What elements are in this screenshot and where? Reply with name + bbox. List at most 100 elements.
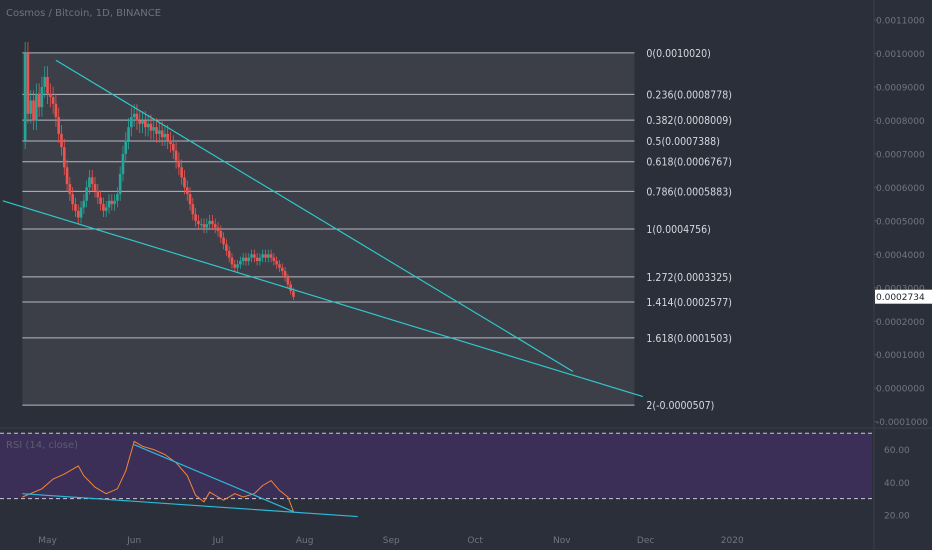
candle-body [130,117,133,128]
candle-body [258,257,262,262]
price-axis-label: 0.0003000 [876,284,925,294]
candle-body [35,93,38,121]
candle-body [138,120,142,124]
rsi-axis-label: 60.00 [884,446,910,456]
fib-level-label: 1.618(0.0001503) [646,333,731,345]
candle-body [40,87,44,108]
candle-body [199,224,203,226]
candles [23,41,295,301]
candle-body [241,257,245,262]
candle-body [216,227,220,231]
time-axis-label: Aug [296,536,314,546]
candle-body [49,93,52,98]
candle-body [197,220,200,225]
candle-body [152,127,156,131]
candle-body [144,120,147,128]
candle-body [102,204,105,211]
trendline-upper [55,59,574,372]
chart-title: Cosmos / Bitcoin, 1D, BINANCE [6,8,162,19]
candle-body [219,230,223,238]
candle-body [149,123,153,131]
candle-body [180,167,183,178]
candle-body [32,100,35,121]
candle-body [90,177,94,185]
price-axis-label: 0.0000000 [876,385,925,395]
candle-body [233,264,237,268]
candle-body [26,53,30,114]
candle-body [194,214,197,221]
trendline-lower [2,200,643,398]
candle-body [174,150,178,161]
time-axis-label: Dec [637,536,654,546]
candle-body [278,264,281,268]
candle-body [158,130,161,134]
candle-body [239,261,242,265]
candle-body [264,254,267,258]
candle-body [118,174,122,195]
candle-body [222,237,225,245]
candle-body [275,261,278,265]
candle-body [244,257,248,262]
candle-body [211,220,214,225]
candle-body [82,200,86,208]
candle-body [60,133,63,148]
time-axis-label: Nov [553,536,571,546]
candle-body [227,250,231,258]
candle-body [74,204,77,211]
candle-body [269,254,273,258]
candle-body [99,197,102,205]
candle-body [283,271,287,278]
candle-body [255,257,259,262]
price-axis-label: 0.0004000 [876,251,925,261]
current-price-label: 0.0002734 [876,293,925,303]
rsi-band [0,433,872,499]
candle-body [113,200,116,205]
candle-body [85,187,88,201]
fib-level-label: 0(0.0010020) [646,48,710,60]
price-axis-label: 0.0008000 [876,117,925,127]
candle-body [135,113,139,121]
candle-body [280,267,284,272]
candle-body [261,254,265,258]
candle-body [124,140,128,154]
candle-body [155,127,158,134]
candle-body [171,143,175,151]
candle-body [205,224,209,228]
candle-body [116,194,119,201]
candle-body [51,97,55,104]
current-price-tag [875,289,932,304]
fib-level-label: 2(-0.0000507) [646,400,714,412]
candle-body [23,53,27,141]
candle-body [230,257,234,265]
candle-body [169,140,172,144]
candle-body [236,264,239,268]
candle-body [37,93,41,108]
candle-body [185,187,189,195]
fib-level-label: 0.618(0.0006767) [646,157,731,169]
price-axis-label: 0.0006000 [876,184,925,194]
price-axis-label: 0.0010000 [876,50,925,60]
candle-body [65,167,69,185]
trendline-rsi-upper [133,444,294,513]
candle-body [121,153,125,175]
candle-body [250,254,253,258]
candle-body [127,127,130,141]
candle-body [57,117,60,134]
candle-body [110,200,114,205]
rsi-axis-label: 40.00 [884,479,910,489]
candle-body [62,147,66,168]
fib-level-label: 1(0.0004756) [646,224,710,236]
price-axis-label: -0.0001000 [876,418,928,428]
time-axis-label: Sep [383,536,400,546]
candle-body [146,123,150,128]
candle-body [43,76,47,88]
candle-body [132,113,136,118]
candle-body [166,133,169,141]
fib-level-label: 1.414(0.0002577) [646,297,731,309]
candle-body [96,190,100,198]
fib-level-label: 0.5(0.0007388) [646,136,719,148]
time-axis-label: May [38,536,57,546]
candle-body [141,120,144,124]
